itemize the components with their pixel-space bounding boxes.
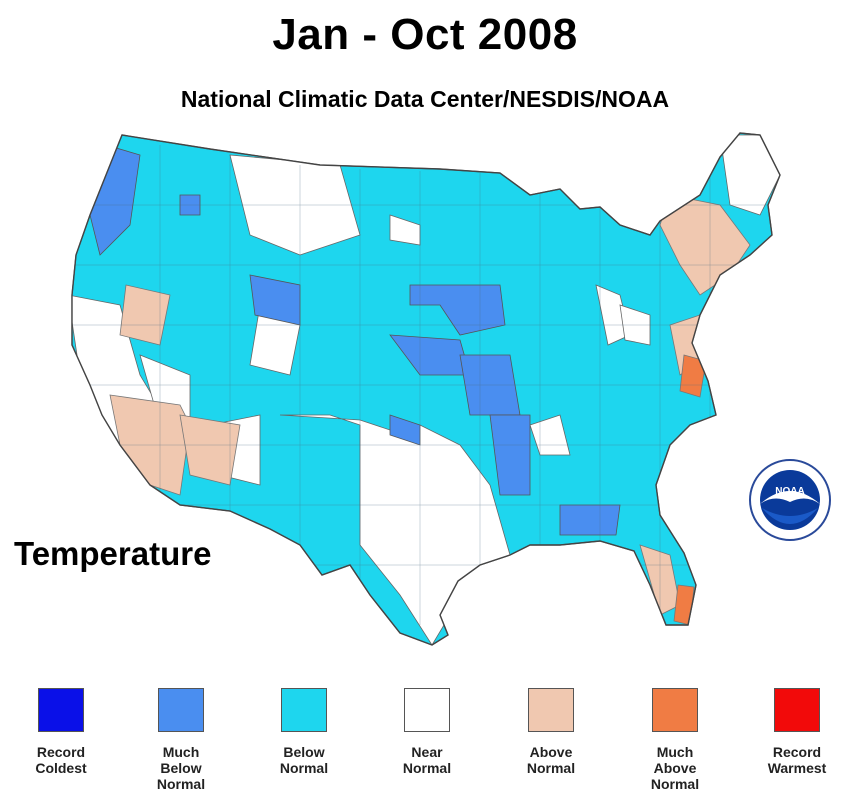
legend-item-much-below-normal: Much Below Normal [126,688,236,792]
legend-item-below-normal: Below Normal [249,688,359,776]
legend-label: Record Warmest [767,744,827,776]
legend-item-record-coldest: Record Coldest [6,688,116,776]
us-climate-division-map [60,125,800,665]
legend-label: Much Below Normal [156,744,206,792]
map-title: Jan - Oct 2008 [272,10,578,59]
legend-swatch [774,688,820,732]
legend-swatch [38,688,84,732]
legend-item-record-warmest: Record Warmest [742,688,850,776]
legend: Record Coldest Much Below Normal Below N… [0,688,850,798]
legend-label: Near Normal [402,744,452,776]
legend-swatch [528,688,574,732]
legend-label: Record Coldest [35,744,87,776]
legend-swatch [652,688,698,732]
legend-item-much-above-normal: Much Above Normal [620,688,730,792]
variable-label: Temperature [14,535,212,572]
map-subtitle: National Climatic Data Center/NESDIS/NOA… [180,86,670,112]
legend-label: Above Normal [526,744,576,776]
legend-item-above-normal: Above Normal [496,688,606,776]
legend-swatch [404,688,450,732]
division-borders [72,145,780,625]
legend-item-near-normal: Near Normal [372,688,482,776]
much-above-normal-regions [673,354,707,626]
us-map-svg [71,132,781,646]
logo-text: NOAA [775,486,804,497]
conus-outline [71,132,781,646]
legend-swatch [281,688,327,732]
legend-swatch [158,688,204,732]
noaa-logo-icon: NOAA [748,458,832,542]
legend-label: Much Above Normal [650,744,700,792]
legend-label: Below Normal [279,744,329,776]
